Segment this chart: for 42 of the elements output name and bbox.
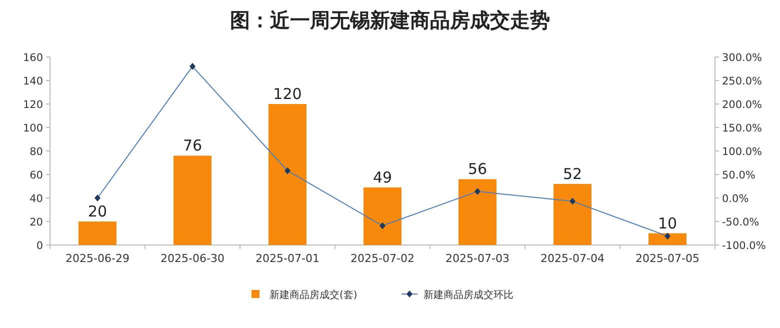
y2-tick-label: 300.0% bbox=[722, 52, 762, 64]
bar bbox=[648, 233, 686, 245]
bar bbox=[174, 156, 212, 245]
data-label: 120 bbox=[273, 85, 302, 103]
bar bbox=[364, 187, 402, 245]
y2-tick-label: 200.0% bbox=[722, 99, 762, 111]
data-label: 52 bbox=[562, 164, 582, 183]
y-tick-label: 100 bbox=[22, 122, 43, 134]
data-label: 10 bbox=[658, 214, 678, 232]
y2-tick-label: -100.0% bbox=[722, 240, 766, 252]
x-tick-label: 2025-07-03 bbox=[446, 252, 510, 265]
bar bbox=[554, 184, 592, 245]
bar bbox=[78, 222, 116, 245]
y-tick-label: 0 bbox=[36, 240, 43, 252]
y2-tick-label: 100.0% bbox=[722, 146, 762, 158]
x-tick-label: 2025-07-05 bbox=[636, 252, 700, 265]
x-tick-label: 2025-06-30 bbox=[160, 252, 224, 265]
x-tick-label: 2025-06-29 bbox=[66, 252, 130, 265]
data-label: 56 bbox=[468, 160, 488, 178]
data-label: 49 bbox=[372, 168, 392, 186]
y-tick-label: 140 bbox=[22, 76, 43, 88]
y2-tick-label: 50.0% bbox=[722, 170, 756, 182]
legend-label: 新建商品房成交(套) bbox=[270, 289, 358, 301]
y-tick-label: 60 bbox=[30, 170, 43, 182]
bar bbox=[458, 179, 496, 245]
x-tick-label: 2025-07-02 bbox=[350, 252, 414, 265]
y-tick-label: 40 bbox=[30, 193, 43, 205]
data-label: 20 bbox=[88, 202, 108, 220]
y-tick-label: 120 bbox=[22, 99, 43, 111]
y2-tick-label: -50.0% bbox=[722, 216, 760, 228]
y2-tick-label: 250.0% bbox=[722, 76, 762, 88]
x-tick-label: 2025-07-01 bbox=[256, 252, 320, 265]
y2-tick-label: 150.0% bbox=[722, 122, 762, 134]
bar bbox=[268, 104, 306, 245]
data-label: 76 bbox=[182, 136, 202, 155]
y-tick-label: 160 bbox=[22, 52, 43, 64]
chart-title: 图：近一周无锡新建商品房成交走势 bbox=[230, 8, 550, 32]
y2-tick-label: 0.0% bbox=[722, 193, 749, 205]
x-tick-label: 2025-07-04 bbox=[540, 252, 604, 265]
y-tick-label: 20 bbox=[30, 216, 43, 228]
y-tick-label: 80 bbox=[30, 146, 43, 158]
legend-label: 新建商品房成交环比 bbox=[424, 289, 514, 301]
